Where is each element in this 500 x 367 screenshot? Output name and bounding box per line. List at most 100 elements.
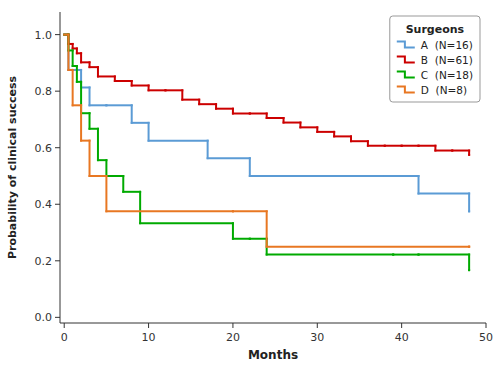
- step-segment: [284, 122, 301, 124]
- step-segment: [90, 175, 107, 177]
- step-riser: [139, 192, 141, 223]
- step-riser: [97, 129, 99, 160]
- legend-label: C (N=18): [421, 69, 473, 81]
- x-tick-label: 10: [142, 331, 156, 344]
- y-tick-label: 0.4: [35, 198, 53, 211]
- y-tick-label: 0.6: [35, 142, 53, 155]
- step-segment: [132, 85, 149, 87]
- step-segment: [233, 238, 250, 240]
- step-segment: [334, 135, 351, 137]
- legend: Surgeons A (N=16) B (N=61) C (N=18) D (N=8): [390, 16, 480, 102]
- step-segment: [267, 254, 394, 256]
- step-riser: [67, 35, 69, 70]
- step-segment: [81, 112, 89, 114]
- y-tick-label: 0.0: [35, 311, 53, 324]
- step-riser: [232, 223, 234, 239]
- y-tick: [55, 91, 60, 92]
- legend-title: Surgeons: [406, 23, 465, 36]
- y-axis-label: Probability of clinical success: [6, 75, 19, 259]
- step-segment: [393, 254, 418, 256]
- step-riser: [89, 141, 91, 176]
- step-segment: [90, 128, 98, 130]
- step-riser: [105, 160, 107, 176]
- x-tick-label: 50: [479, 331, 493, 344]
- step-riser: [89, 113, 91, 129]
- step-segment: [98, 75, 115, 77]
- step-segment: [267, 117, 284, 119]
- step-segment: [106, 175, 123, 177]
- step-riser: [97, 67, 99, 76]
- step-riser: [468, 194, 470, 212]
- y-tick: [55, 204, 60, 205]
- legend-handle: [397, 72, 415, 78]
- step-riser: [207, 141, 209, 159]
- legend-handle: [397, 57, 415, 63]
- step-riser: [80, 53, 82, 62]
- step-riser: [122, 176, 124, 192]
- legend-handle: [397, 87, 415, 93]
- y-tick: [55, 147, 60, 148]
- legend-label: B (N=61): [421, 54, 473, 66]
- step-segment: [233, 210, 267, 212]
- legend-label: D (N=8): [421, 84, 467, 96]
- step-riser: [181, 90, 183, 99]
- x-tick: [486, 323, 487, 328]
- legend-box: [390, 16, 480, 102]
- step-segment: [419, 193, 470, 195]
- step-segment: [98, 159, 106, 161]
- legend-handle: [397, 42, 415, 48]
- step-segment: [123, 191, 140, 193]
- step-segment: [250, 112, 267, 114]
- y-tick: [55, 260, 60, 261]
- y-tick: [55, 317, 60, 318]
- step-segment: [419, 145, 436, 147]
- step-riser: [249, 158, 251, 176]
- step-segment: [402, 145, 419, 147]
- step-riser: [72, 70, 74, 105]
- step-riser: [89, 87, 91, 105]
- step-riser: [468, 255, 470, 271]
- step-riser: [468, 151, 470, 155]
- step-segment: [81, 86, 89, 88]
- chart: 010203040500.00.20.40.60.81.0MonthsProba…: [0, 0, 500, 367]
- step-segment: [452, 150, 469, 152]
- step-segment: [106, 104, 131, 106]
- step-segment: [90, 104, 107, 106]
- x-tick-label: 30: [310, 331, 324, 344]
- x-tick: [148, 323, 149, 328]
- step-segment: [317, 131, 334, 133]
- step-segment: [81, 61, 89, 63]
- step-riser: [67, 35, 69, 70]
- step-segment: [149, 89, 166, 91]
- step-riser: [131, 105, 133, 123]
- step-segment: [140, 222, 233, 224]
- step-segment: [73, 104, 81, 106]
- step-segment: [250, 238, 267, 240]
- x-tick-label: 20: [226, 331, 240, 344]
- step-segment: [300, 126, 317, 128]
- step-segment: [199, 103, 216, 105]
- step-segment: [216, 108, 233, 110]
- step-segment: [385, 145, 402, 147]
- y-tick: [55, 34, 60, 35]
- step-segment: [368, 145, 385, 147]
- step-segment: [267, 246, 469, 248]
- x-tick-label: 40: [395, 331, 409, 344]
- x-tick: [232, 323, 233, 328]
- step-segment: [385, 175, 419, 177]
- step-segment: [435, 150, 452, 152]
- x-tick: [64, 323, 65, 328]
- y-tick-label: 0.8: [35, 85, 53, 98]
- step-segment: [132, 122, 149, 124]
- step-riser: [72, 50, 74, 66]
- x-tick-label: 0: [61, 331, 68, 344]
- step-riser: [80, 105, 82, 140]
- step-riser: [418, 176, 420, 194]
- x-axis: [60, 323, 486, 324]
- y-tick-label: 0.2: [35, 255, 53, 268]
- step-segment: [182, 99, 199, 101]
- step-segment: [81, 140, 89, 142]
- step-segment: [351, 140, 368, 142]
- x-tick: [317, 323, 318, 328]
- legend-label: A (N=16): [421, 39, 473, 51]
